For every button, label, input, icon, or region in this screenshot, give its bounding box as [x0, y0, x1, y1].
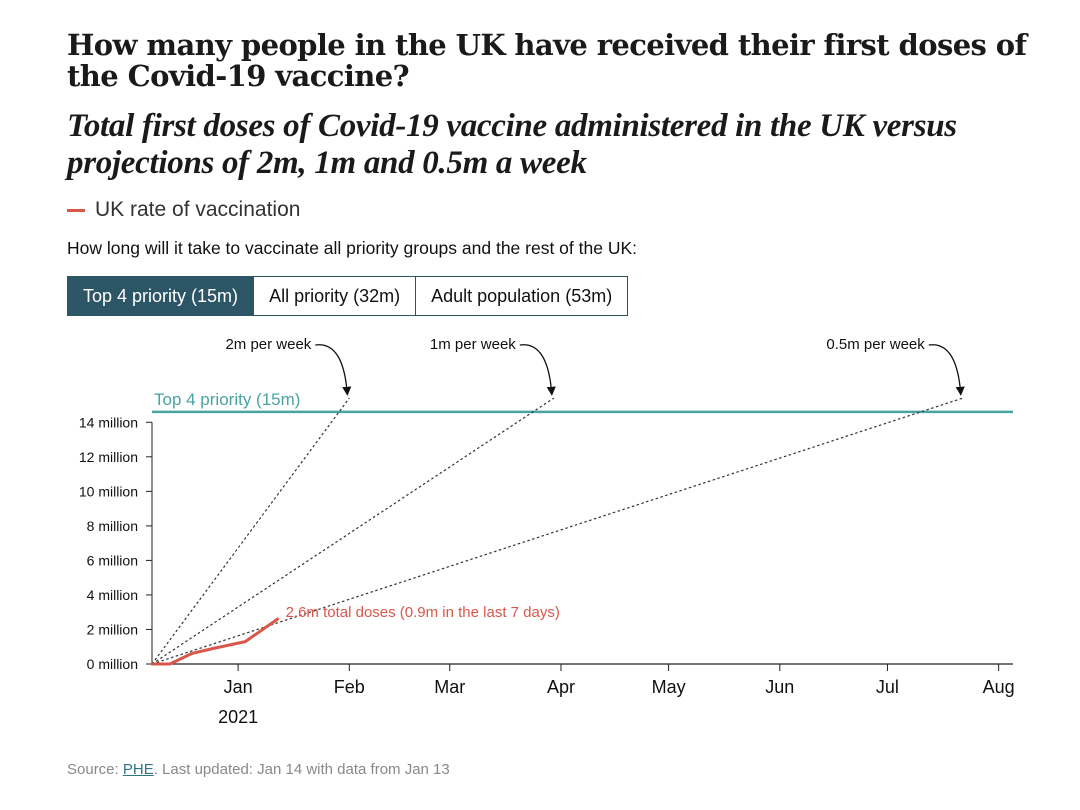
tab-all-priority[interactable]: All priority (32m) — [253, 277, 416, 315]
target-label: Top 4 priority (15m) — [154, 390, 300, 409]
source-note: Source: PHE. Last updated: Jan 14 with d… — [67, 761, 450, 778]
x-tick-label: Feb — [334, 677, 365, 697]
projection-line — [151, 397, 555, 665]
y-tick-label: 10 million — [79, 483, 138, 499]
source-suffix: . Last updated: Jan 14 with data from Ja… — [153, 761, 450, 778]
projection-arrow — [928, 344, 965, 396]
chart-title: How many people in the UK have received … — [67, 28, 1027, 93]
y-tick-label: 4 million — [87, 587, 138, 603]
x-tick-label: May — [652, 677, 686, 697]
series-point — [168, 662, 172, 666]
series-annotation: 2.6m total doses (0.9m in the last 7 day… — [286, 604, 560, 621]
projection-label: 2m per week — [225, 336, 311, 353]
source-link[interactable]: PHE — [122, 761, 154, 778]
x-tick-label: Mar — [434, 677, 465, 697]
chart-subtitle: Total first doses of Covid-19 vaccine ad… — [67, 108, 957, 181]
tab-top-4-priority[interactable]: Top 4 priority (15m) — [68, 277, 254, 315]
scenario-question: How long will it take to vaccinate all p… — [67, 238, 637, 258]
source-prefix: Source: — [67, 761, 123, 778]
series-point — [276, 617, 279, 621]
x-tick-label: Apr — [547, 677, 575, 697]
projection-line — [151, 397, 350, 665]
vaccination-chart: 0 million 2 million 4 million 6 million 8 mi… — [79, 336, 1015, 727]
series-point — [244, 640, 247, 643]
y-tick-label: 12 million — [79, 449, 138, 465]
y-tick-label: 8 million — [87, 518, 138, 534]
series-point — [211, 647, 215, 650]
y-tick-label: 14 million — [79, 414, 138, 430]
tab-adult-population[interactable]: Adult population (53m) — [415, 277, 628, 315]
legend-swatch — [67, 208, 85, 212]
series-point — [150, 662, 154, 666]
scenario-tabs: Top 4 priority (15m) All priority (32m) … — [67, 276, 629, 316]
y-tick-label: 2 million — [87, 621, 138, 637]
x-year-label: 2021 — [218, 707, 258, 727]
x-tick-label: Jul — [876, 677, 899, 697]
x-tick-label: Aug — [983, 677, 1015, 697]
projection-label: 0.5m per week — [826, 336, 925, 353]
projection-arrow — [519, 344, 556, 396]
x-tick-label: Jan — [224, 677, 253, 697]
projection-line — [151, 397, 963, 665]
x-tick-label: Jun — [765, 677, 794, 697]
legend: UK rate of vaccination — [67, 198, 300, 222]
projection-label: 1m per week — [430, 336, 516, 353]
series-point — [190, 652, 193, 655]
legend-label: UK rate of vaccination — [95, 198, 301, 221]
y-tick-label: 6 million — [87, 552, 138, 568]
projection-arrow — [315, 344, 352, 396]
series-line — [150, 617, 280, 666]
y-tick-label: 0 million — [87, 656, 138, 672]
